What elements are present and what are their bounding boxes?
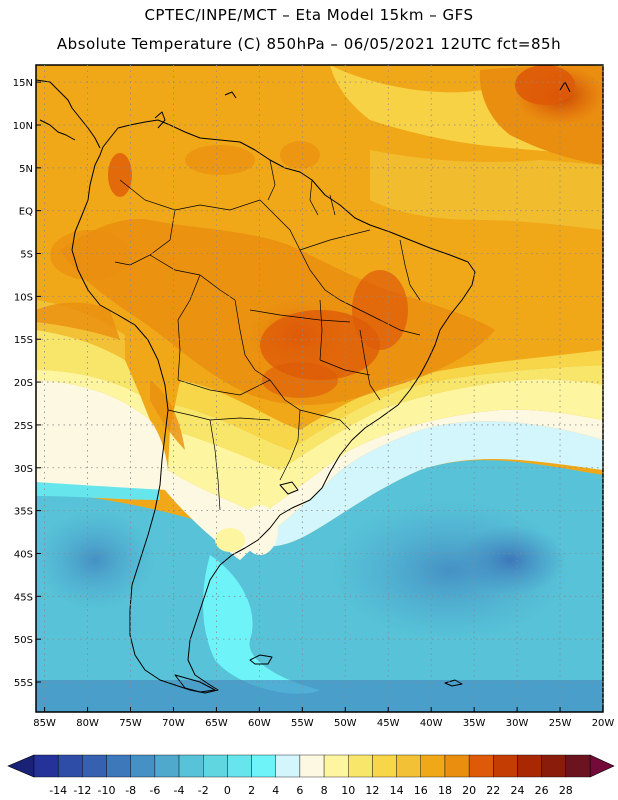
colorbar-label: 2 xyxy=(248,784,255,797)
colorbar-swatch xyxy=(396,754,421,778)
lon-label: 40W xyxy=(420,718,443,729)
colorbar-label: 26 xyxy=(535,784,549,797)
lat-label: EQ xyxy=(19,207,33,218)
colorbar-label: 10 xyxy=(341,784,355,797)
lon-label: 20W xyxy=(592,718,615,729)
colorbar-swatch xyxy=(82,754,107,778)
colorbar-label: -14 xyxy=(49,784,67,797)
colorbar-swatch xyxy=(130,754,156,778)
lon-label: 55W xyxy=(291,718,314,729)
colorbar-swatch xyxy=(420,754,446,778)
colorbar-swatch xyxy=(468,754,494,778)
colorbar-swatch xyxy=(275,754,301,778)
colorbar-label: -2 xyxy=(198,784,209,797)
colorbar-swatch xyxy=(154,754,180,778)
lat-label: 35S xyxy=(14,507,33,518)
colorbar-swatch xyxy=(323,754,349,778)
lon-label: 25W xyxy=(549,718,572,729)
colorbar-swatch xyxy=(517,754,542,778)
lat-label: 10N xyxy=(13,121,33,132)
colorbar-label: 12 xyxy=(365,784,379,797)
colorbar-swatch xyxy=(227,754,252,778)
map-frame xyxy=(35,64,604,713)
colorbar-label: 16 xyxy=(414,784,428,797)
colorbar-label: 20 xyxy=(462,784,476,797)
lon-label: 50W xyxy=(334,718,357,729)
lat-label: 40S xyxy=(14,549,33,560)
colorbar-label: 4 xyxy=(272,784,279,797)
colorbar-label: -4 xyxy=(174,784,185,797)
colorbar-low-arrow xyxy=(7,754,35,778)
country-borders xyxy=(114,159,421,511)
colorbar-label: 22 xyxy=(486,784,500,797)
longitude-labels: 85W 80W 75W 70W 65W 60W 55W 50W 45W 40W 35W 30W 25W 2… xyxy=(33,718,614,729)
colorbar-swatch xyxy=(565,754,591,778)
colorbar-label: -10 xyxy=(98,784,116,797)
lat-label: 55S xyxy=(14,678,33,689)
colorbar-swatch xyxy=(178,754,204,778)
lat-label: 5N xyxy=(19,164,33,175)
lon-label: 85W xyxy=(33,718,56,729)
colorbar-swatch xyxy=(348,754,373,778)
chart-title-line1: CPTEC/INPE/MCT – Eta Model 15km – GFS xyxy=(144,6,474,24)
lon-label: 80W xyxy=(76,718,99,729)
colorbar-label: 8 xyxy=(321,784,328,797)
lat-label: 30S xyxy=(14,464,33,475)
lat-label: 10S xyxy=(14,292,33,303)
colorbar-swatch xyxy=(372,754,397,778)
colorbar-swatch xyxy=(203,754,228,778)
lon-label: 35W xyxy=(463,718,486,729)
colorbar-swatch xyxy=(57,754,83,778)
colorbar-label: 24 xyxy=(510,784,524,797)
colorbar-swatch xyxy=(299,754,325,778)
lat-label: 50S xyxy=(14,635,33,646)
lat-label: 5S xyxy=(20,250,33,261)
colorbar-label: 14 xyxy=(390,784,404,797)
colorbar-swatch xyxy=(106,754,131,778)
colorbar: -14 -12 -10 -8 -6 -4 -2 0 2 4 6 8 10 12 14 16 18 20 22 24 26… xyxy=(7,754,615,797)
colorbar-swatch xyxy=(33,754,59,778)
lat-label: 15N xyxy=(13,78,33,89)
lon-label: 30W xyxy=(506,718,529,729)
colorbar-label: 0 xyxy=(224,784,231,797)
lat-label: 20S xyxy=(14,378,33,389)
lon-label: 75W xyxy=(119,718,142,729)
temperature-field xyxy=(36,65,603,712)
lon-label: 65W xyxy=(205,718,228,729)
colorbar-swatch xyxy=(493,754,518,778)
colorbar-label: -6 xyxy=(149,784,160,797)
colorbar-swatch xyxy=(541,754,567,778)
colorbar-swatch xyxy=(444,754,470,778)
lon-label: 70W xyxy=(162,718,185,729)
colorbar-label: -8 xyxy=(125,784,136,797)
latitude-labels: 15N 10N 5N EQ 5S 10S 15S 20S 25S 30S 35S 40S 45S 50S 5… xyxy=(13,78,33,689)
colorbar-label: 28 xyxy=(559,784,573,797)
lon-label: 60W xyxy=(248,718,271,729)
colorbar-high-arrow xyxy=(589,754,615,778)
colorbar-label: -12 xyxy=(73,784,91,797)
chart-title-line2: Absolute Temperature (C) 850hPa – 06/05/… xyxy=(56,35,562,53)
lon-label: 45W xyxy=(377,718,400,729)
lat-label: 45S xyxy=(14,592,33,603)
lat-label: 25S xyxy=(14,421,33,432)
graticule xyxy=(36,65,604,712)
colorbar-label: 6 xyxy=(296,784,303,797)
colorbar-label: 18 xyxy=(438,784,452,797)
lat-label: 15S xyxy=(14,335,33,346)
colorbar-swatch xyxy=(251,754,276,778)
